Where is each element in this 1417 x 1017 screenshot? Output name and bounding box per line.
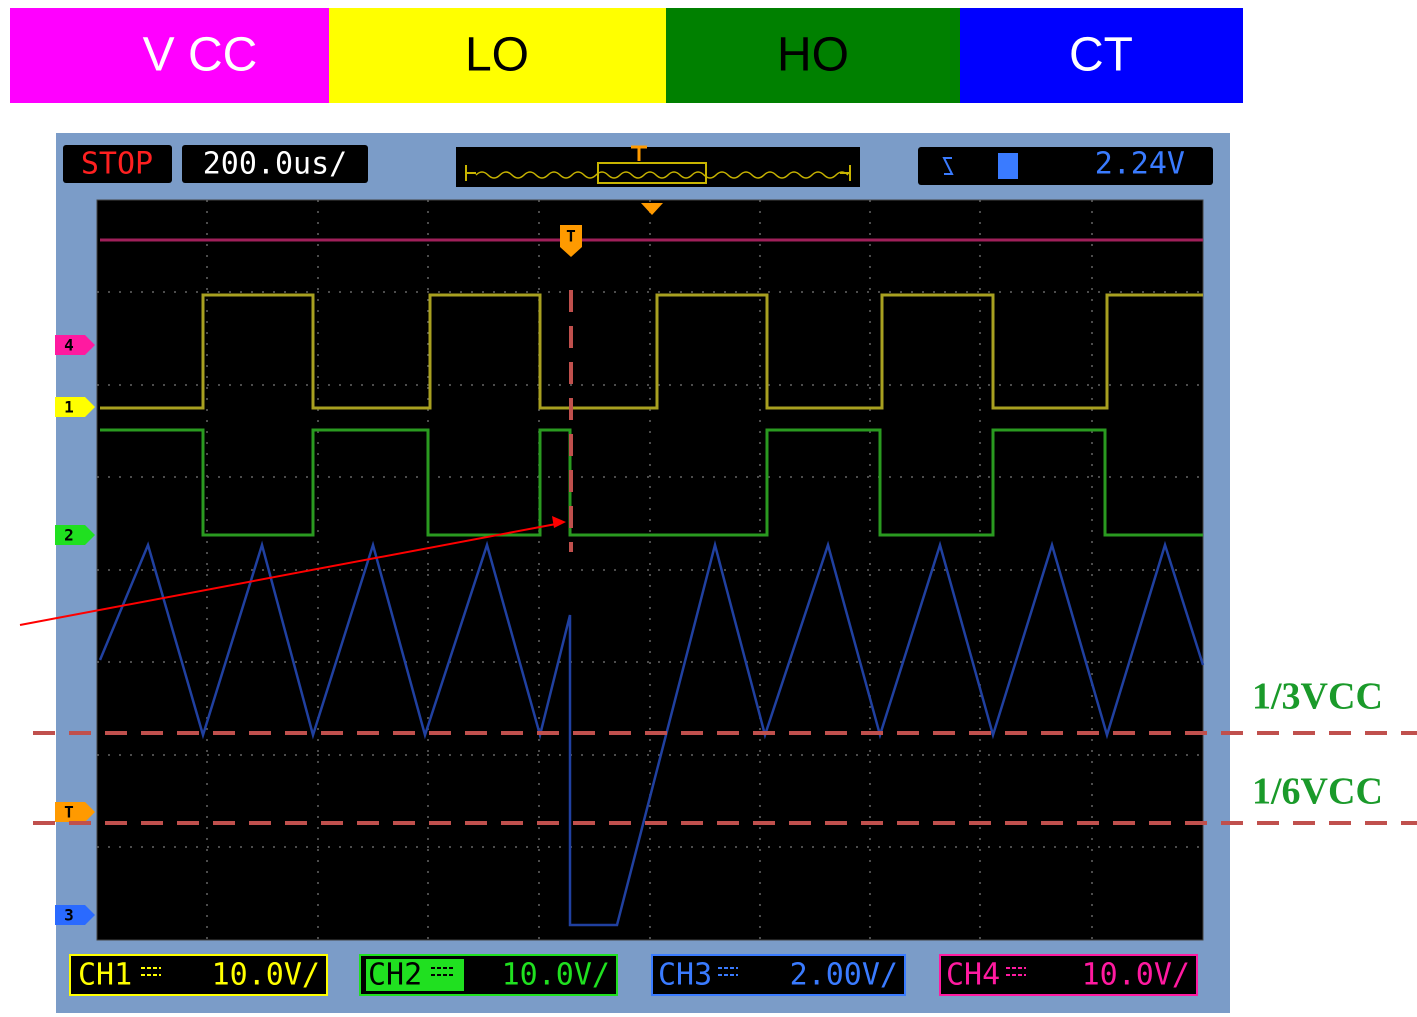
status: STOP [81, 147, 153, 182]
annotation: 1/3VCC [1252, 676, 1383, 718]
legend-label: LO [465, 29, 529, 82]
marker-label: T [64, 803, 74, 822]
timebase-box [182, 145, 368, 183]
trigger-source-icon [998, 153, 1018, 179]
lo-trace [100, 293, 1203, 410]
marker [55, 802, 95, 822]
trigger-level: 2.24V [1095, 147, 1185, 182]
legend-swatch [960, 8, 1243, 103]
coupling-icon [431, 967, 453, 976]
coupling-icon [718, 967, 738, 976]
ct-trace [98, 540, 1205, 927]
legend: V CC LO HO CT [10, 8, 1243, 103]
arrow [19, 523, 557, 626]
coupling-icon [1006, 967, 1026, 976]
marker-label: 2 [64, 526, 74, 545]
channel-name: CH3 [658, 958, 712, 993]
legend-label: CT [1069, 29, 1133, 82]
trigger-marker [560, 225, 582, 257]
marker [55, 397, 95, 417]
channel-name: CH1 [78, 958, 132, 993]
arrow-head [552, 516, 566, 528]
trigger-marker-label: T [566, 227, 576, 246]
marker [55, 335, 95, 355]
annotation-lines [33, 290, 1417, 825]
legend-label: HO [777, 29, 849, 82]
overview-box [456, 147, 860, 187]
trigger-slope-icon [942, 157, 954, 175]
legend-label: V CC [143, 29, 258, 82]
channel-scale: 10.0V/ [1082, 958, 1190, 993]
marker-label: 3 [64, 906, 74, 925]
marker [55, 525, 95, 545]
timebase: 200.0us/ [203, 147, 348, 182]
marker-label: 4 [64, 336, 74, 355]
channel-markers: 4 1 2 T 3 [55, 335, 95, 925]
channel-scale: 10.0V/ [502, 958, 610, 993]
legend-swatch [10, 8, 329, 103]
channel-box [69, 954, 328, 996]
channel-box [939, 954, 1198, 996]
channel-scale: 10.0V/ [212, 958, 320, 993]
legend-swatch [666, 8, 960, 103]
channel-name-highlight [366, 959, 464, 991]
coupling-icon [141, 967, 161, 976]
channel-box [651, 954, 906, 996]
legend-swatch [329, 8, 666, 103]
channel-bar: CH1 10.0V/ CH2 10.0V/ CH3 2.00V/ CH4 10.… [69, 954, 1198, 996]
marker [55, 905, 95, 925]
status-box [63, 145, 172, 183]
annotation: 1/6VCC [1252, 771, 1383, 813]
marker-label: 1 [64, 398, 74, 417]
channel-name: CH2 [368, 958, 422, 993]
grid [97, 200, 1203, 940]
channel-scale: 2.00V/ [790, 958, 898, 993]
overview [465, 145, 851, 184]
channel-name: CH4 [946, 958, 1000, 993]
trigger-box [918, 147, 1213, 185]
trigger-position [641, 203, 663, 215]
